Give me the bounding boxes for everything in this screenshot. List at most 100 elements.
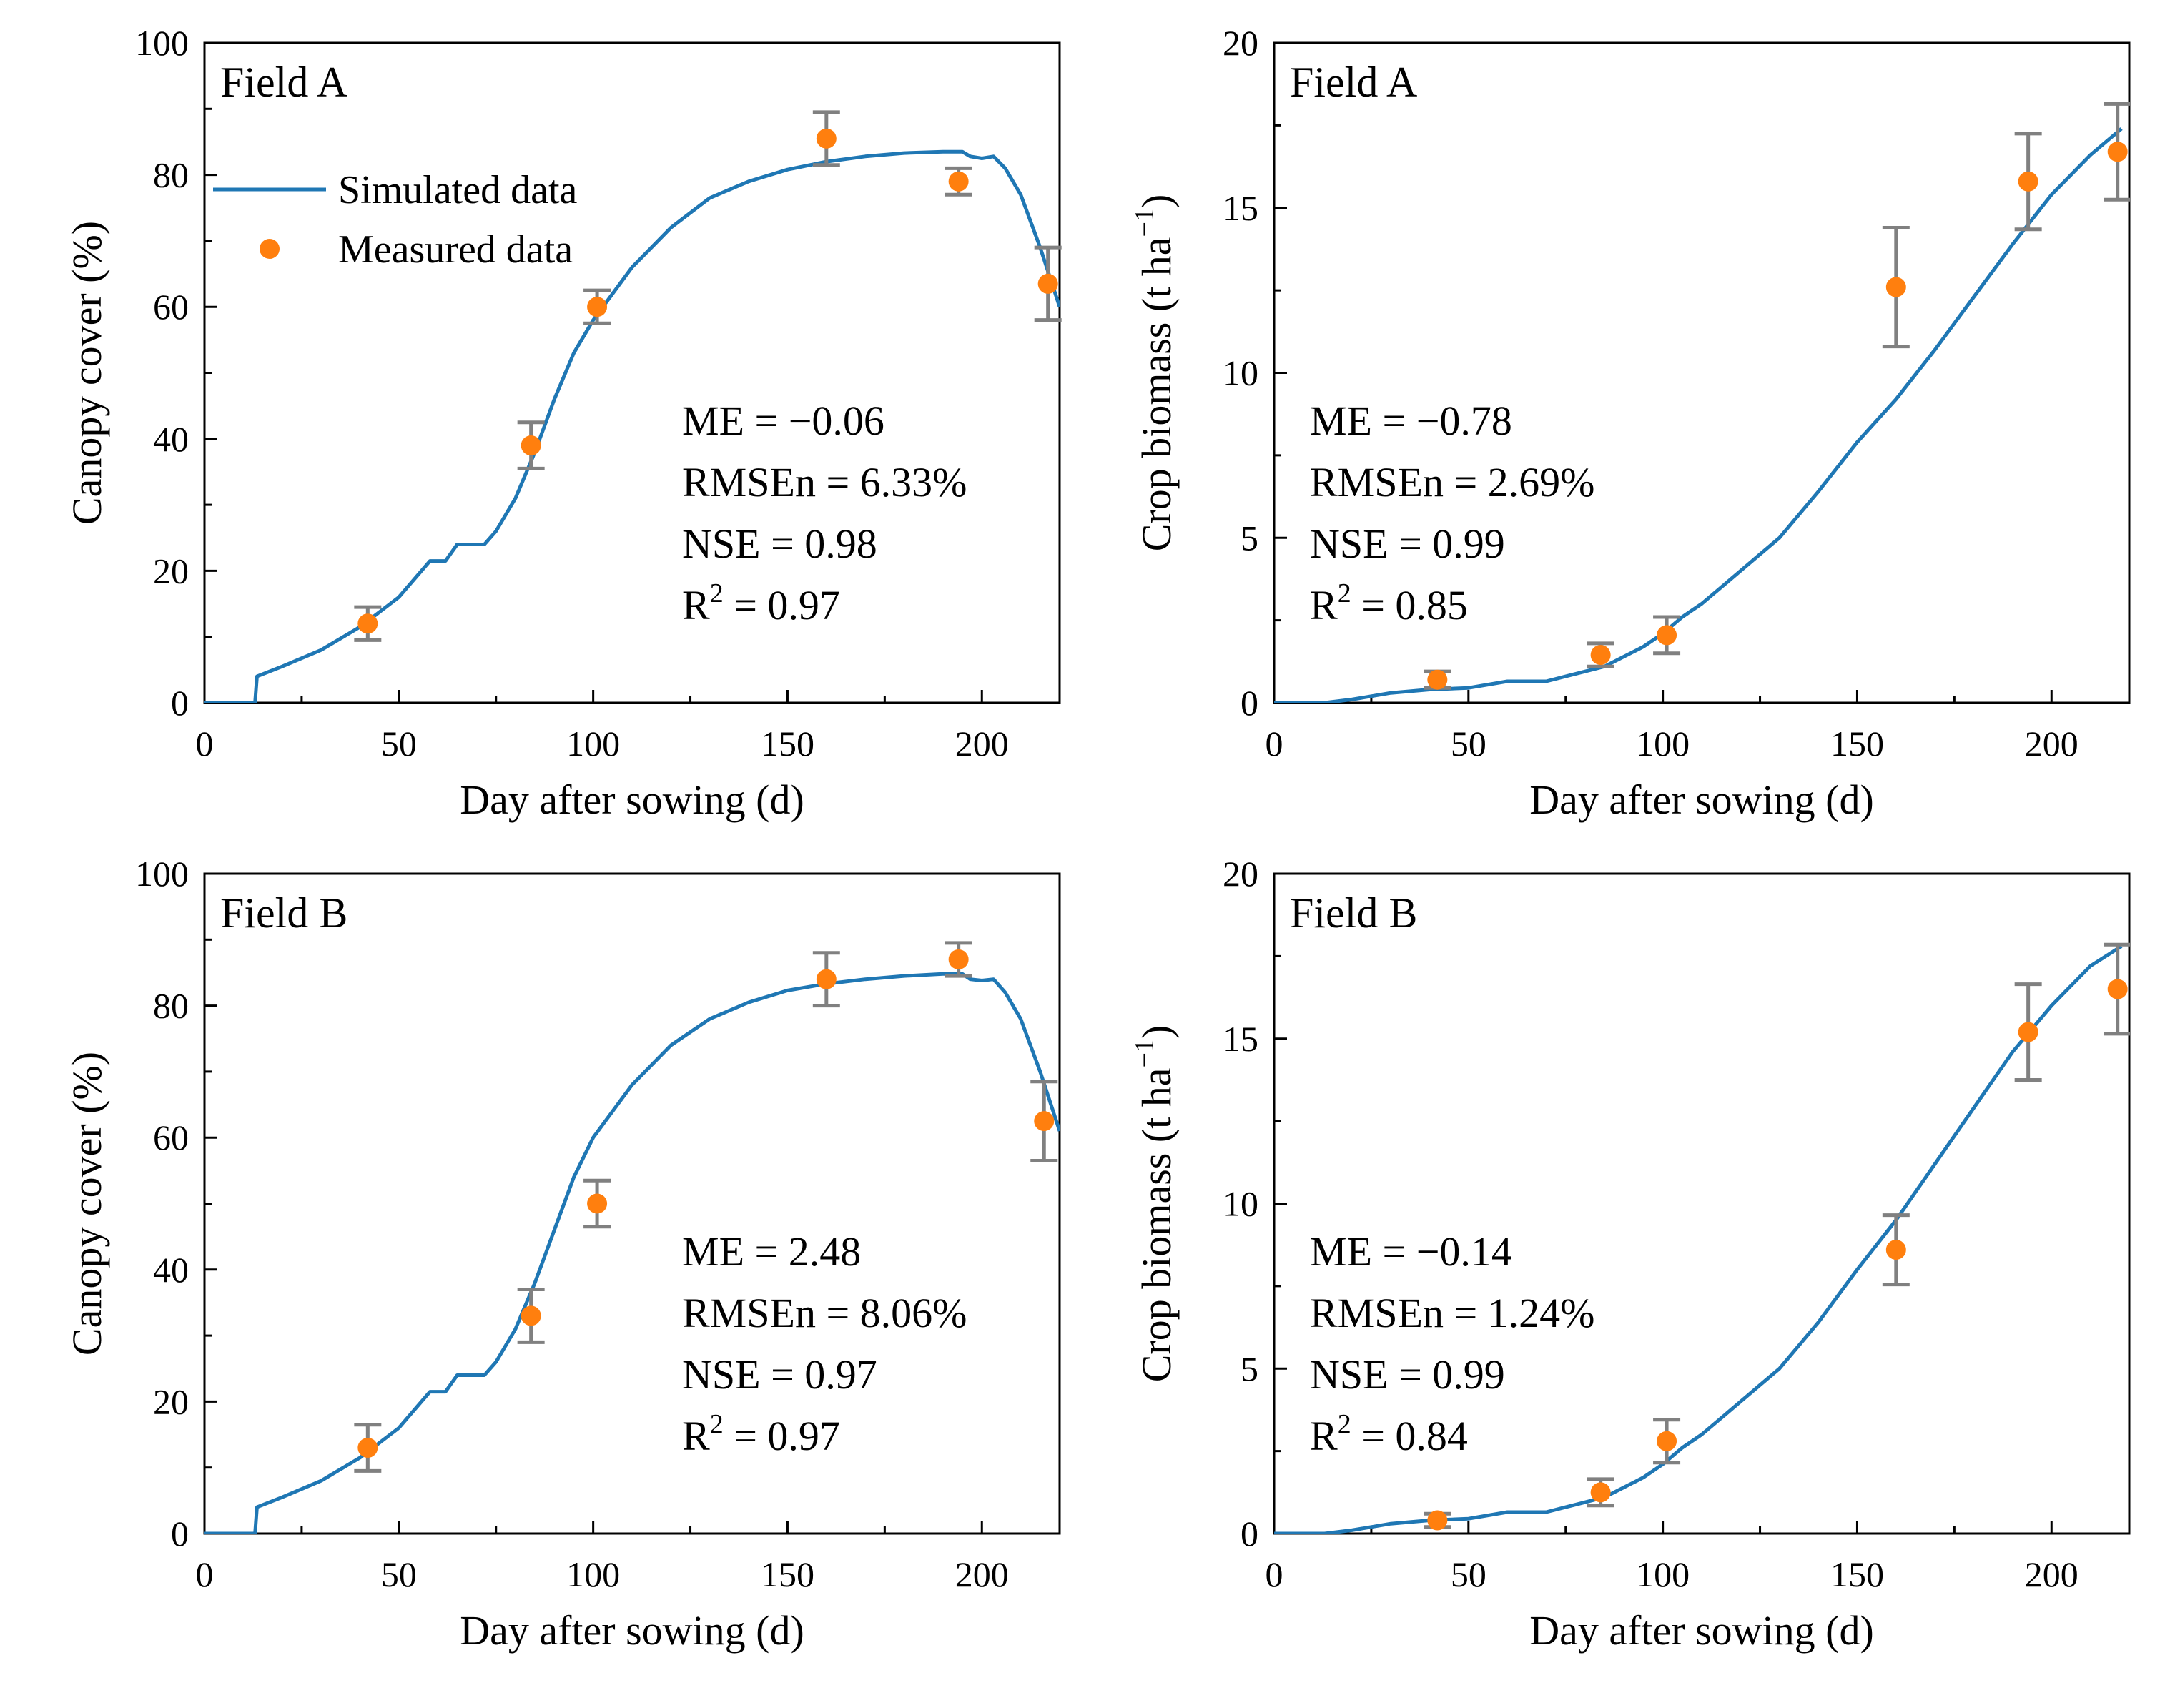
x-axis-title: Day after sowing (d) [1529, 776, 1874, 823]
measured-data-point [357, 613, 378, 634]
measured-data-point [1590, 1482, 1611, 1503]
measured-data-point [948, 171, 969, 192]
stat-line-4: R2 = 0.97 [682, 1409, 840, 1459]
x-tick-label: 200 [955, 724, 1009, 764]
measured-data-point [1885, 277, 1906, 297]
stat-base: R [682, 582, 710, 628]
y-tick-label: 5 [1241, 518, 1258, 558]
stat-superscript: 2 [710, 578, 724, 608]
measured-data-point [587, 1193, 608, 1214]
measured-data-point [521, 1305, 541, 1326]
stat-line-3: NSE = 0.98 [682, 520, 877, 567]
y-tick-label: 0 [1241, 683, 1258, 723]
y-tick-label: 15 [1223, 188, 1258, 228]
x-tick-label: 150 [1830, 1554, 1884, 1594]
y-axis-title-base: Crop biomass (t ha [1133, 237, 1180, 551]
y-tick-label: 60 [153, 1117, 189, 1157]
x-tick-label: 200 [955, 1554, 1009, 1594]
x-tick-label: 0 [1266, 724, 1283, 764]
y-tick-label: 20 [1223, 854, 1258, 894]
x-tick-label: 0 [196, 724, 214, 764]
measured-data-point [1427, 669, 1448, 690]
x-tick-label: 50 [381, 724, 417, 764]
y-tick-label: 0 [1241, 1514, 1258, 1554]
x-tick-label: 50 [381, 1554, 417, 1594]
y-tick-label: 10 [1223, 1184, 1258, 1224]
x-tick-label: 100 [1636, 1554, 1690, 1594]
stat-value: = 0.84 [1351, 1413, 1468, 1459]
measured-data-point [521, 435, 541, 456]
chart-panel-4: 0 50 100 150 200 0 5 10 15 20 Day after sowing (d)… [1130, 854, 2131, 1654]
y-tick-label: 0 [171, 683, 189, 723]
simulated-series-line [204, 972, 1060, 1534]
measured-data-point [587, 297, 608, 317]
stat-line-1: ME = 2.48 [682, 1228, 861, 1275]
x-tick-label: 0 [196, 1554, 214, 1594]
x-tick-label: 200 [2025, 724, 2078, 764]
stat-base: R [1310, 582, 1338, 628]
y-tick-label: 0 [171, 1514, 189, 1554]
x-tick-label: 0 [1266, 1554, 1283, 1594]
measured-data-point [2107, 142, 2128, 162]
measured-data-point [1885, 1240, 1906, 1260]
stat-line-1: ME = −0.06 [682, 398, 884, 444]
measured-data-point [1657, 1431, 1677, 1451]
y-tick-label: 20 [153, 551, 189, 591]
measured-data-point [1590, 645, 1611, 666]
stat-value: = 0.85 [1351, 582, 1468, 628]
stat-superscript: 2 [1338, 1409, 1351, 1439]
measured-data-point [2018, 1022, 2038, 1042]
chart-panel-1: 0 50 100 150 200 0 20 40 60 80 100 Day after sowing… [64, 23, 1062, 823]
panel-label: Field B [220, 889, 347, 937]
panel-label: Field A [220, 59, 347, 106]
panel-label: Field B [1290, 889, 1417, 937]
measured-data-point [1037, 273, 1058, 294]
stat-line-4: R2 = 0.84 [1310, 1409, 1468, 1459]
measured-data-point [1427, 1510, 1448, 1531]
chart-panel-3: 0 50 100 150 200 0 20 40 60 80 100 Day after sowing… [64, 854, 1061, 1654]
y-tick-label: 15 [1223, 1019, 1258, 1059]
y-axis-title: Crop biomass (t ha−1) [1130, 1025, 1180, 1383]
y-axis-title-superscript: −1 [1130, 1039, 1160, 1067]
x-axis-title: Day after sowing (d) [1529, 1607, 1874, 1654]
x-tick-label: 200 [2025, 1554, 2078, 1594]
y-tick-label: 80 [153, 155, 189, 195]
stat-line-2: RMSEn = 8.06% [682, 1290, 967, 1336]
x-axis-title: Day after sowing (d) [460, 776, 804, 823]
stat-value: = 0.97 [724, 1413, 840, 1459]
y-tick-label: 40 [153, 1250, 189, 1290]
stat-base: R [1310, 1413, 1338, 1459]
x-axis-title: Day after sowing (d) [460, 1607, 804, 1654]
legend: Simulated data Measured data [213, 168, 578, 272]
stat-line-2: RMSEn = 2.69% [1310, 459, 1594, 505]
y-tick-label: 20 [153, 1381, 189, 1421]
x-tick-label: 150 [1830, 724, 1884, 764]
chart-panel-2: 0 50 100 150 200 0 5 10 15 20 Day after sowing (d)… [1130, 23, 2131, 823]
stat-line-4: R2 = 0.97 [682, 578, 840, 628]
simulated-series-line [1274, 944, 2123, 1534]
stat-value: = 0.97 [724, 582, 840, 628]
measured-data-point [1034, 1111, 1055, 1132]
measured-data-point [357, 1438, 378, 1458]
x-tick-label: 100 [566, 724, 620, 764]
stat-line-1: ME = −0.14 [1310, 1228, 1512, 1275]
legend-marker-swatch [260, 239, 280, 259]
legend-label-measured: Measured data [338, 227, 573, 272]
x-tick-label: 100 [1636, 724, 1690, 764]
stat-line-4: R2 = 0.85 [1310, 578, 1468, 628]
x-tick-label: 100 [566, 1554, 620, 1594]
y-axis-title-base: Crop biomass (t ha [1133, 1067, 1180, 1382]
measured-data-point [1657, 625, 1677, 646]
measured-data-point [948, 949, 969, 969]
stat-line-2: RMSEn = 6.33% [682, 459, 967, 505]
y-tick-label: 10 [1223, 353, 1258, 393]
stat-line-2: RMSEn = 1.24% [1310, 1290, 1594, 1336]
measured-data-point [2018, 171, 2038, 192]
y-tick-label: 100 [135, 23, 189, 63]
panel-label: Field A [1290, 59, 1417, 106]
y-tick-label: 40 [153, 419, 189, 459]
x-tick-label: 150 [761, 1554, 814, 1594]
